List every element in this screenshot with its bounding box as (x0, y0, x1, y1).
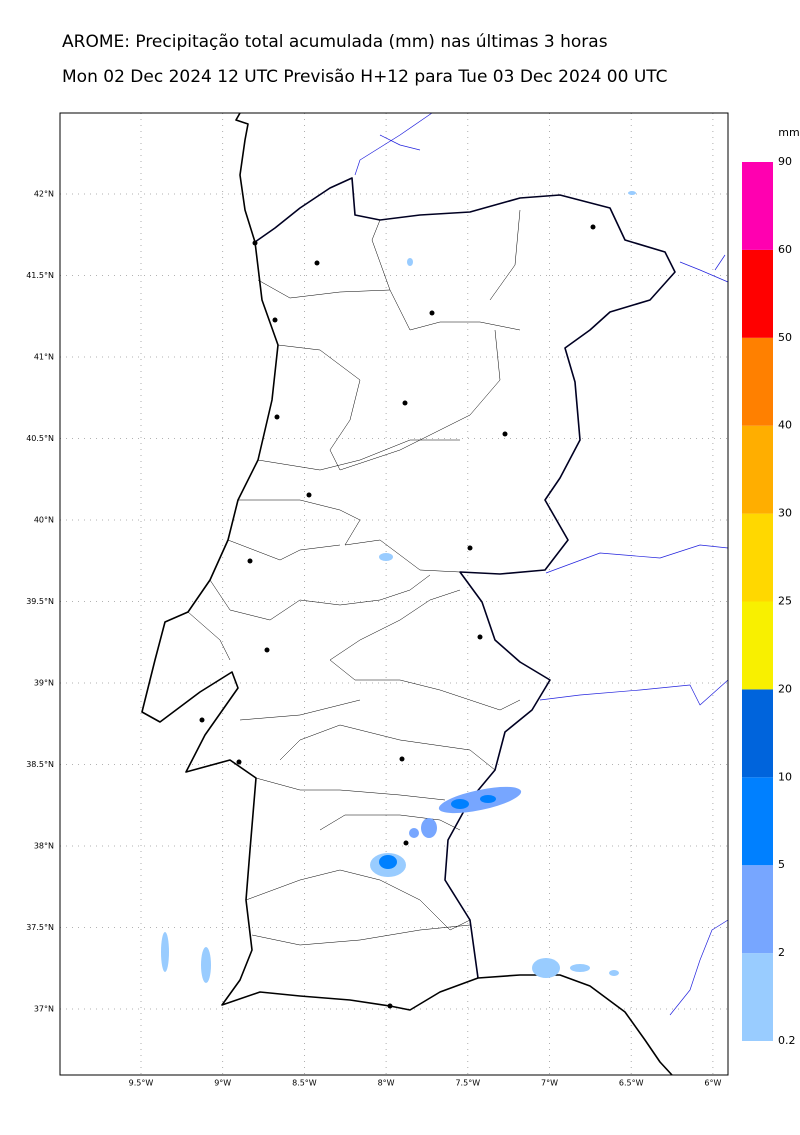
latitude-label: 39°N (34, 679, 54, 688)
latitude-label: 42°N (34, 190, 54, 199)
title: AROME: Precipitação total acumulada (mm)… (62, 32, 608, 52)
colorbar-label: 20 (778, 682, 792, 695)
colorbar-label: 30 (778, 507, 792, 520)
colorbar-label: 0.2 (778, 1034, 796, 1047)
colorbar-label: 60 (778, 243, 792, 256)
latitude-label: 41.5°N (26, 271, 54, 280)
colorbar-bin (742, 249, 773, 338)
longitude-label: 7.5°W (455, 1079, 480, 1088)
colorbar-bin (742, 162, 773, 250)
latitude-label: 40°N (34, 516, 54, 525)
latitude-label: 40.5°N (26, 434, 54, 443)
colorbar-label: 10 (778, 770, 792, 783)
colorbar-bin (742, 425, 773, 514)
latitude-label: 38°N (34, 842, 54, 851)
coastline (141, 112, 673, 1076)
colorbar-label: 25 (778, 595, 792, 608)
region-boundary (354, 112, 729, 1016)
colorbar-bin (742, 865, 773, 954)
latitude-label: 41°N (34, 353, 54, 362)
latitude-label: 38.5°N (26, 760, 54, 769)
colorbar-bin (742, 601, 773, 690)
map-frame (59, 112, 729, 1076)
colorbar-bin (742, 777, 773, 866)
colorbar-bin (742, 953, 773, 1041)
colorbar-label: 50 (778, 331, 792, 344)
precipitation-areas (161, 191, 636, 983)
city-markers (199, 224, 596, 1009)
longitude-label: 6.5°W (619, 1079, 644, 1088)
colorbar-bin (742, 689, 773, 778)
longitude-label: 8°W (378, 1079, 395, 1088)
graticule: 42°N 41.5°N 41°N 40.5°N 40°N 39.5°N 39°N 38.5°N… (26, 113, 728, 1088)
longitude-label: 9.5°W (129, 1079, 154, 1088)
colorbar-unit: mm (778, 126, 799, 139)
longitude-label: 7°W (541, 1079, 558, 1088)
subtitle: Mon 02 Dec 2024 12 UTC Previsão H+12 par… (62, 67, 668, 87)
colorbar-bin (742, 513, 773, 602)
longitude-label: 6°W (704, 1079, 721, 1088)
colorbar-label: 90 (778, 155, 792, 168)
colorbar-label: 5 (778, 858, 785, 871)
colorbar-label: 2 (778, 946, 785, 959)
longitude-label: 9°W (214, 1079, 231, 1088)
latitude-label: 37.5°N (26, 923, 54, 932)
longitude-label: 8.5°W (292, 1079, 317, 1088)
colorbar-label: 40 (778, 419, 792, 432)
latitude-label: 37°N (34, 1005, 54, 1014)
district-boundary (187, 209, 521, 946)
colorbar-bin (742, 337, 773, 426)
map-features (141, 112, 729, 1076)
latitude-label: 39.5°N (26, 597, 54, 606)
national-border (254, 177, 676, 979)
